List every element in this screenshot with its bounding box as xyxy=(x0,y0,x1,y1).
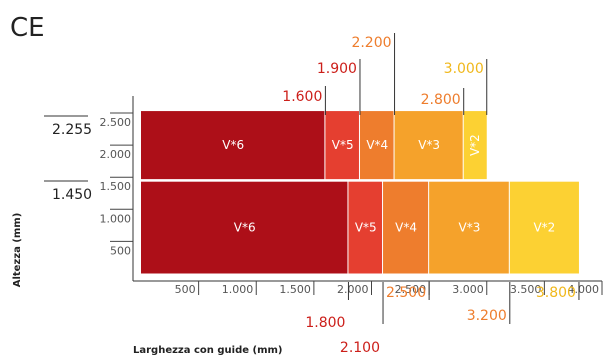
bar-segment xyxy=(429,181,509,274)
bar-segment-label: V*3 xyxy=(459,221,481,235)
y-tick-label: 2.500 xyxy=(100,116,132,129)
x-tick-label: 1.500 xyxy=(279,283,311,296)
width-annotation-label: 2.800 xyxy=(421,92,461,108)
y-tick-label: 2.000 xyxy=(100,148,132,161)
width-annotation-label: 2.500 xyxy=(386,285,426,301)
bar-segment-label: V*4 xyxy=(395,221,417,235)
bar-segment xyxy=(509,181,579,274)
x-tick-label: 1.000 xyxy=(222,283,254,296)
bar-segment xyxy=(141,111,325,180)
bar-segment-label: V*6 xyxy=(222,138,244,152)
ticks-layer: 500 1.000 1.500 2.000 2.500 3.000 3.500 4.000 50… xyxy=(100,112,603,296)
y-tick-label: 1.500 xyxy=(100,180,132,193)
x-tick-label: 4.000 xyxy=(568,283,600,296)
bar-segment xyxy=(348,181,383,274)
bar-segment-label: V*5 xyxy=(355,221,377,235)
width-annotation-label: 1.600 xyxy=(282,89,322,105)
annotations-layer: 2.255 1.450 1.600 1.900 2.200 2.800 3.000 1.800… xyxy=(44,33,580,356)
y-tick-label: 500 xyxy=(110,244,131,257)
width-annotation-label: 3.200 xyxy=(467,308,507,324)
width-annotation-label: 1.800 xyxy=(305,315,345,331)
bar-segment-label: V*6 xyxy=(234,221,256,235)
y-axis-title: Altezza (mm) xyxy=(12,213,23,288)
x-tick-label: 3.000 xyxy=(452,283,484,296)
x-axis-title: Larghezza con guide (mm) xyxy=(133,345,283,356)
bar-segment xyxy=(325,111,359,180)
y-tick-label: 1.000 xyxy=(100,212,132,225)
bar-segment-label: V*2 xyxy=(533,221,555,235)
x-tick-label: 3.500 xyxy=(510,283,542,296)
ce-mark-logo: CE xyxy=(10,13,45,43)
bars-layer: V*6 V*5 V*4 V*3 V*2 V*6 V*5 V*4 V*3 V*2 xyxy=(141,111,579,274)
max-height-label: 2.255 xyxy=(52,122,92,138)
x-tick-label: 2.000 xyxy=(337,283,369,296)
width-annotation-label: 2.100 xyxy=(340,340,380,356)
bar-segment-label: V*3 xyxy=(418,138,440,152)
x-tick-label: 500 xyxy=(175,283,196,296)
width-annotation-label: 1.900 xyxy=(317,61,357,77)
bar-segment-label: V*2 xyxy=(468,134,482,156)
bar-segment xyxy=(359,111,394,180)
width-annotation-label: 3.800 xyxy=(536,285,576,301)
bar-segment xyxy=(463,111,487,180)
bar-segment xyxy=(141,181,348,274)
width-annotation-label: 2.200 xyxy=(351,35,391,51)
max-height-label: 1.450 xyxy=(52,187,92,203)
bar-segment xyxy=(383,181,429,274)
bar-segment-label: V*5 xyxy=(332,138,354,152)
x-tick-label: 2.500 xyxy=(395,283,427,296)
bar-segment-label: V*4 xyxy=(366,138,388,152)
axes-layer xyxy=(132,96,602,282)
width-annotation-label: 3.000 xyxy=(444,61,484,77)
bar-segment xyxy=(394,111,463,180)
